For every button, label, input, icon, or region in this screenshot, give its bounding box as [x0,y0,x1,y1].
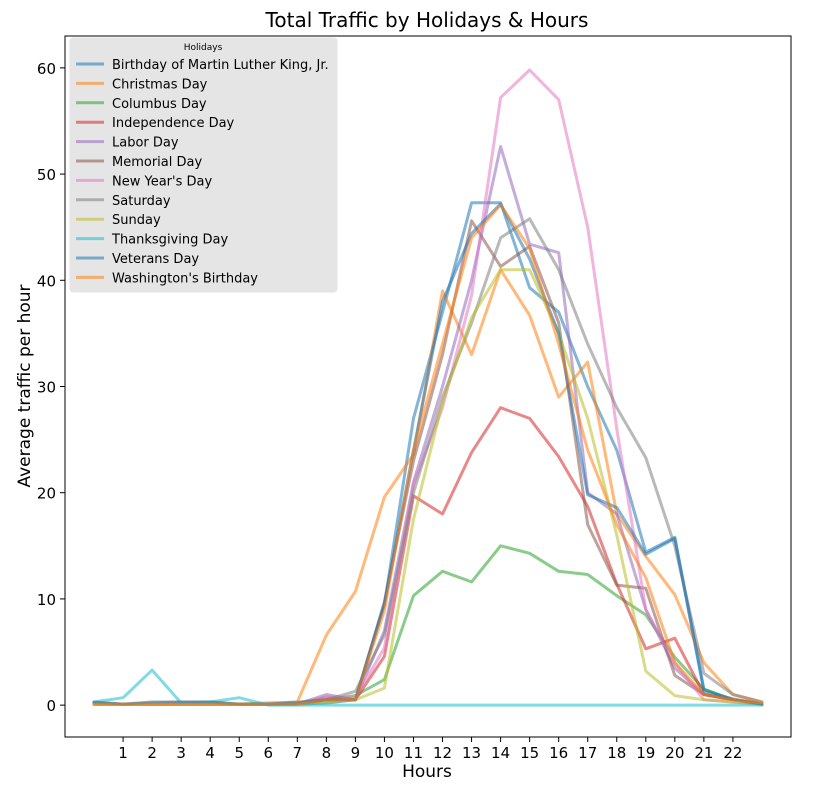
legend-label: Independence Day [112,116,235,131]
legend-label: Christmas Day [112,77,208,92]
y-tick-label: 30 [37,379,56,397]
y-axis: 0 10 20 30 40 50 60 [37,60,65,715]
series-layer [92,68,764,707]
legend-title: Holidays [184,43,223,53]
legend-label: Labor Day [112,136,179,151]
x-tick-label: 6 [264,744,274,762]
x-axis: 1 2 3 4 5 6 7 8 9 10 11 12 13 14 15 16 17 18 19 20 21 22 [118,737,742,762]
x-tick-label: 8 [322,744,332,762]
y-tick-label: 10 [37,591,56,609]
legend-label: Memorial Day [112,155,202,170]
x-tick-label: 11 [404,744,423,762]
y-tick-label: 20 [37,485,56,503]
series-line [92,202,764,706]
y-tick-label: 50 [37,166,56,184]
legend: Holidays Birthday of Martin Luther King,… [69,37,338,293]
legend-label: Saturday [112,194,171,209]
x-tick-label: 21 [694,744,713,762]
x-tick-label: 13 [462,744,481,762]
y-tick-label: 40 [37,272,56,290]
x-tick-label: 4 [205,744,215,762]
x-tick-label: 15 [520,744,539,762]
x-tick-label: 9 [351,744,361,762]
legend-label: Veterans Day [112,252,199,267]
chart-title: Total Traffic by Holidays & Hours [265,8,589,32]
legend-label: Thanksgiving Day [111,233,228,248]
y-tick-label: 0 [46,697,56,715]
x-tick-label: 16 [549,744,568,762]
legend-label: New Year's Day [112,174,212,189]
legend-label: Washington's Birthday [112,271,258,286]
series-line [92,406,764,706]
series-line [92,668,764,707]
x-tick-label: 20 [665,744,684,762]
series-line [92,203,764,706]
x-tick-label: 17 [578,744,597,762]
legend-label: Sunday [112,213,161,228]
legend-label: Columbus Day [112,97,207,112]
legend-label: Birthday of Martin Luther King, Jr. [112,58,329,73]
x-tick-label: 2 [147,744,157,762]
legend-box [69,37,338,293]
x-tick-label: 19 [636,744,655,762]
x-tick-label: 7 [293,744,303,762]
x-tick-label: 12 [433,744,452,762]
x-tick-label: 22 [723,744,742,762]
y-tick-label: 60 [37,60,56,78]
legend-items: Birthday of Martin Luther King, Jr. Chris… [76,58,329,286]
x-tick-label: 5 [234,744,244,762]
x-axis-label: Hours [402,762,452,782]
x-tick-label: 3 [176,744,186,762]
x-tick-label: 10 [375,744,394,762]
x-tick-label: 18 [607,744,626,762]
y-axis-label: Average traffic per hour [15,284,35,487]
x-tick-label: 14 [491,744,510,762]
x-tick-label: 1 [118,744,128,762]
